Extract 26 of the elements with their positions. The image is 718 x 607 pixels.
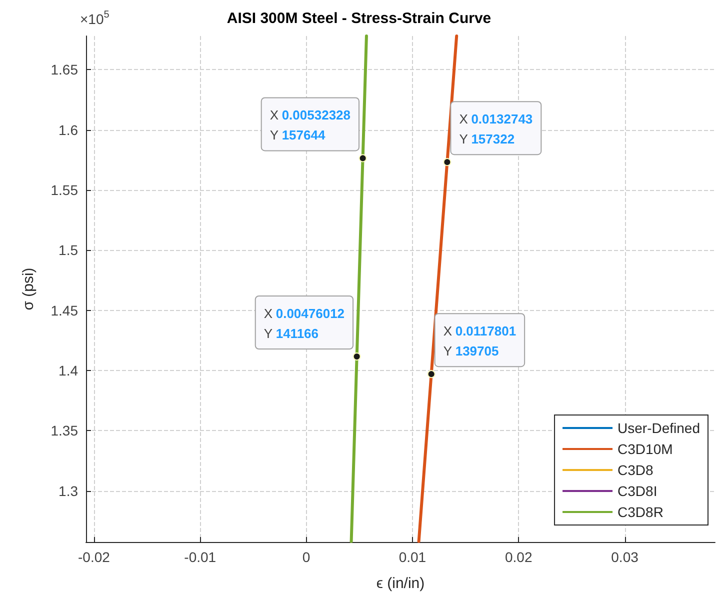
annotation: X 0.0132743 Y 157322 bbox=[459, 112, 533, 147]
legend-label: User-Defined bbox=[618, 420, 700, 436]
legend-label: C3D10M bbox=[618, 441, 673, 457]
annotation: X 0.0117801 Y 139705 bbox=[443, 324, 516, 359]
annotation: X 0.00532328 Y 157644 bbox=[270, 108, 351, 143]
x-tick-label: 0 bbox=[302, 549, 310, 565]
x-tick-label: -0.01 bbox=[184, 549, 216, 565]
y-tick-label: 1.35 bbox=[50, 422, 78, 439]
x-tick-label: 0.03 bbox=[611, 549, 639, 565]
y-tick-label: 1.4 bbox=[58, 362, 78, 379]
y-tick-label: 1.3 bbox=[58, 482, 78, 499]
legend-label: C3D8 bbox=[618, 462, 654, 478]
x-tick-label: 0.02 bbox=[504, 549, 532, 565]
legend-label: C3D8I bbox=[618, 483, 658, 499]
y-tick-label: 1.65 bbox=[50, 62, 78, 78]
y-tick-label: 1.55 bbox=[50, 182, 78, 198]
y-tick-label: 1.5 bbox=[58, 242, 78, 258]
chart-title: AISI 300M Steel - Stress-Strain Curve bbox=[226, 10, 492, 27]
y-tick-label: 1.45 bbox=[50, 302, 78, 318]
x-tick-label: -0.02 bbox=[78, 549, 110, 565]
y-tick-label: 1.6 bbox=[58, 122, 78, 138]
x-axis-title: ϵ (in/in) bbox=[376, 575, 425, 592]
y-axis-title: σ (psi) bbox=[20, 268, 37, 310]
annotation: X 0.00476012 Y 141166 bbox=[264, 306, 345, 341]
legend-label: C3D8R bbox=[618, 504, 664, 520]
x-tick-label: 0.01 bbox=[398, 549, 426, 565]
